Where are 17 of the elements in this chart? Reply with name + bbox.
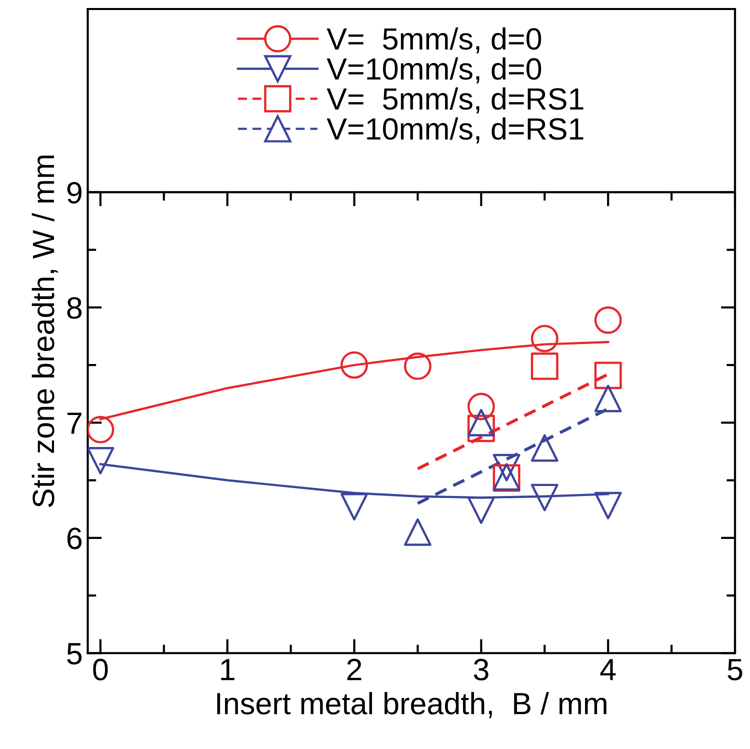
legend-label: V=10mm/s, d=0 [326,57,542,84]
y-tick-label: 5 [67,643,82,664]
x-tick-label: 2 [347,658,362,680]
y-tick-label: 8 [67,297,82,319]
legend-label: V= 5mm/s, d=RS1 [326,87,584,114]
legend-label: V=10mm/s, d=RS1 [326,117,584,144]
legend-label: V= 5mm/s, d=0 [326,27,542,54]
x-tick-label: 3 [474,658,488,680]
y-axis-title: Stir zone breadth, W / mm [32,156,58,508]
y-tick-label: 6 [67,528,82,550]
x-tick-label: 0 [93,658,108,680]
x-tick-label: 4 [600,659,616,680]
y-tick-label: 9 [67,182,82,204]
x-tick-label: 5 [728,659,742,680]
x-axis-title: Insert metal breadth, B / mm [217,692,606,718]
y-tick-label: 7 [67,412,82,434]
x-tick-label: 1 [221,659,234,680]
